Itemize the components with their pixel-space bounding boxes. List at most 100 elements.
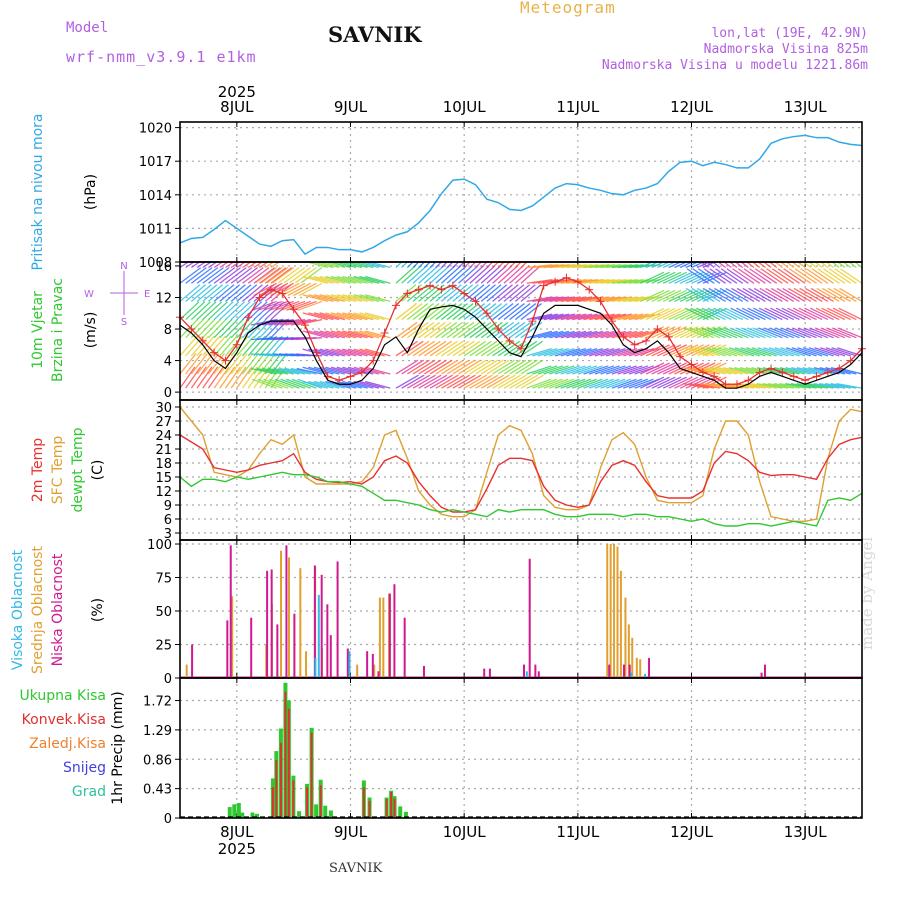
wind-vector — [336, 348, 363, 357]
gust-marker — [414, 285, 423, 294]
wind-vector — [560, 313, 587, 321]
wind-vector — [336, 294, 363, 303]
wind-vector — [691, 289, 716, 303]
wind-vector — [256, 367, 283, 375]
precip-conv-bar — [287, 708, 290, 818]
y-tick-label: 25 — [155, 639, 172, 654]
gust-marker — [573, 277, 582, 286]
wind-vector — [242, 318, 262, 339]
wind-vector — [435, 340, 458, 357]
wind-vector — [308, 348, 334, 357]
wind-vector — [688, 383, 715, 389]
x-bottom-label: 11JUL — [556, 823, 599, 841]
pressure-line — [179, 134, 863, 256]
wind-vector — [764, 307, 789, 321]
wind-vector — [662, 376, 687, 389]
wind-vector — [406, 340, 430, 357]
wind-vector — [623, 378, 648, 389]
wind-vector — [418, 262, 426, 268]
wind-vector — [236, 301, 257, 321]
wind-vector — [776, 287, 800, 302]
wind-vector — [423, 303, 446, 321]
wind-vector — [809, 327, 834, 339]
wind-vector — [520, 340, 543, 357]
wind-vector — [554, 296, 581, 303]
wind-vector — [313, 348, 340, 357]
wind-vector — [412, 359, 436, 375]
precip-total-bar — [240, 812, 245, 818]
wind-vector — [446, 374, 470, 389]
wind-vector — [313, 380, 340, 389]
wind-vector — [840, 268, 862, 284]
wind-vector — [259, 267, 281, 284]
wind-vector — [353, 330, 380, 339]
wind-vector — [503, 303, 525, 321]
wind-vector — [756, 383, 783, 389]
wind-vector — [480, 374, 505, 389]
wind-vector — [746, 327, 772, 339]
wind-vector — [773, 383, 800, 389]
wind-vector — [279, 367, 306, 375]
precip-conv-bar — [368, 800, 371, 818]
wind-vector — [247, 267, 270, 284]
wind-vector — [571, 378, 597, 389]
wind-vector — [832, 307, 857, 321]
wind-vector — [617, 348, 643, 357]
wind-vector — [213, 284, 235, 302]
cloud-low-bar — [537, 671, 540, 678]
wind-vector — [202, 267, 224, 284]
cloud-low-bar — [760, 672, 763, 678]
ylabel-pressure-unit: (hPa) — [83, 174, 99, 210]
wind-vector — [509, 359, 533, 375]
wind-vector — [651, 344, 676, 357]
cloud-mid-bar — [185, 664, 188, 678]
wind-vector — [475, 359, 498, 375]
wind-vector — [347, 312, 374, 321]
wind-vector — [766, 268, 789, 284]
wind-vector — [701, 327, 726, 339]
wind-vector — [700, 347, 726, 357]
wind-vector — [446, 321, 469, 339]
wind-vector — [783, 268, 806, 284]
wind-vector — [242, 353, 260, 375]
wind-vector — [611, 348, 638, 357]
wind-vector — [486, 284, 508, 302]
wind-vector — [657, 326, 682, 339]
wind-vector — [458, 359, 481, 375]
wind-vector — [441, 303, 463, 321]
wind-vector — [560, 378, 586, 389]
wind-vector — [330, 312, 357, 321]
wind-vector — [791, 367, 817, 375]
wind-vector — [645, 271, 670, 284]
wind-vector — [554, 378, 580, 389]
wind-vector — [196, 262, 207, 269]
wind-vector — [330, 275, 357, 284]
wind-vector — [746, 347, 772, 357]
wind-vector — [418, 340, 441, 357]
wind-vector — [651, 362, 676, 375]
cloud-mid-bar — [231, 596, 234, 678]
wind-vector — [520, 359, 544, 375]
wind-vector — [823, 268, 846, 284]
wind-vector — [224, 353, 242, 375]
wind-vector — [190, 267, 213, 284]
wind-vector — [741, 307, 766, 321]
wind-vector — [685, 376, 710, 389]
wind-vector — [365, 275, 391, 284]
wind-vector — [674, 376, 699, 389]
wind-vector — [651, 307, 676, 321]
wind-vector — [480, 359, 504, 375]
wind-vector — [452, 321, 475, 339]
wind-vector — [395, 321, 418, 339]
y-tick-label: 1008 — [139, 256, 172, 271]
ylabel-precip: 1hr Precip (mm) — [110, 691, 126, 804]
wind-vector — [463, 284, 485, 302]
wind-vector — [264, 301, 285, 321]
wind-vector — [774, 262, 783, 269]
gust-marker — [721, 380, 730, 389]
wind-vector — [458, 321, 480, 339]
wind-vector — [600, 313, 627, 321]
wind-vector — [706, 327, 732, 339]
wind-vector — [355, 262, 380, 269]
wind-vector — [497, 321, 520, 339]
